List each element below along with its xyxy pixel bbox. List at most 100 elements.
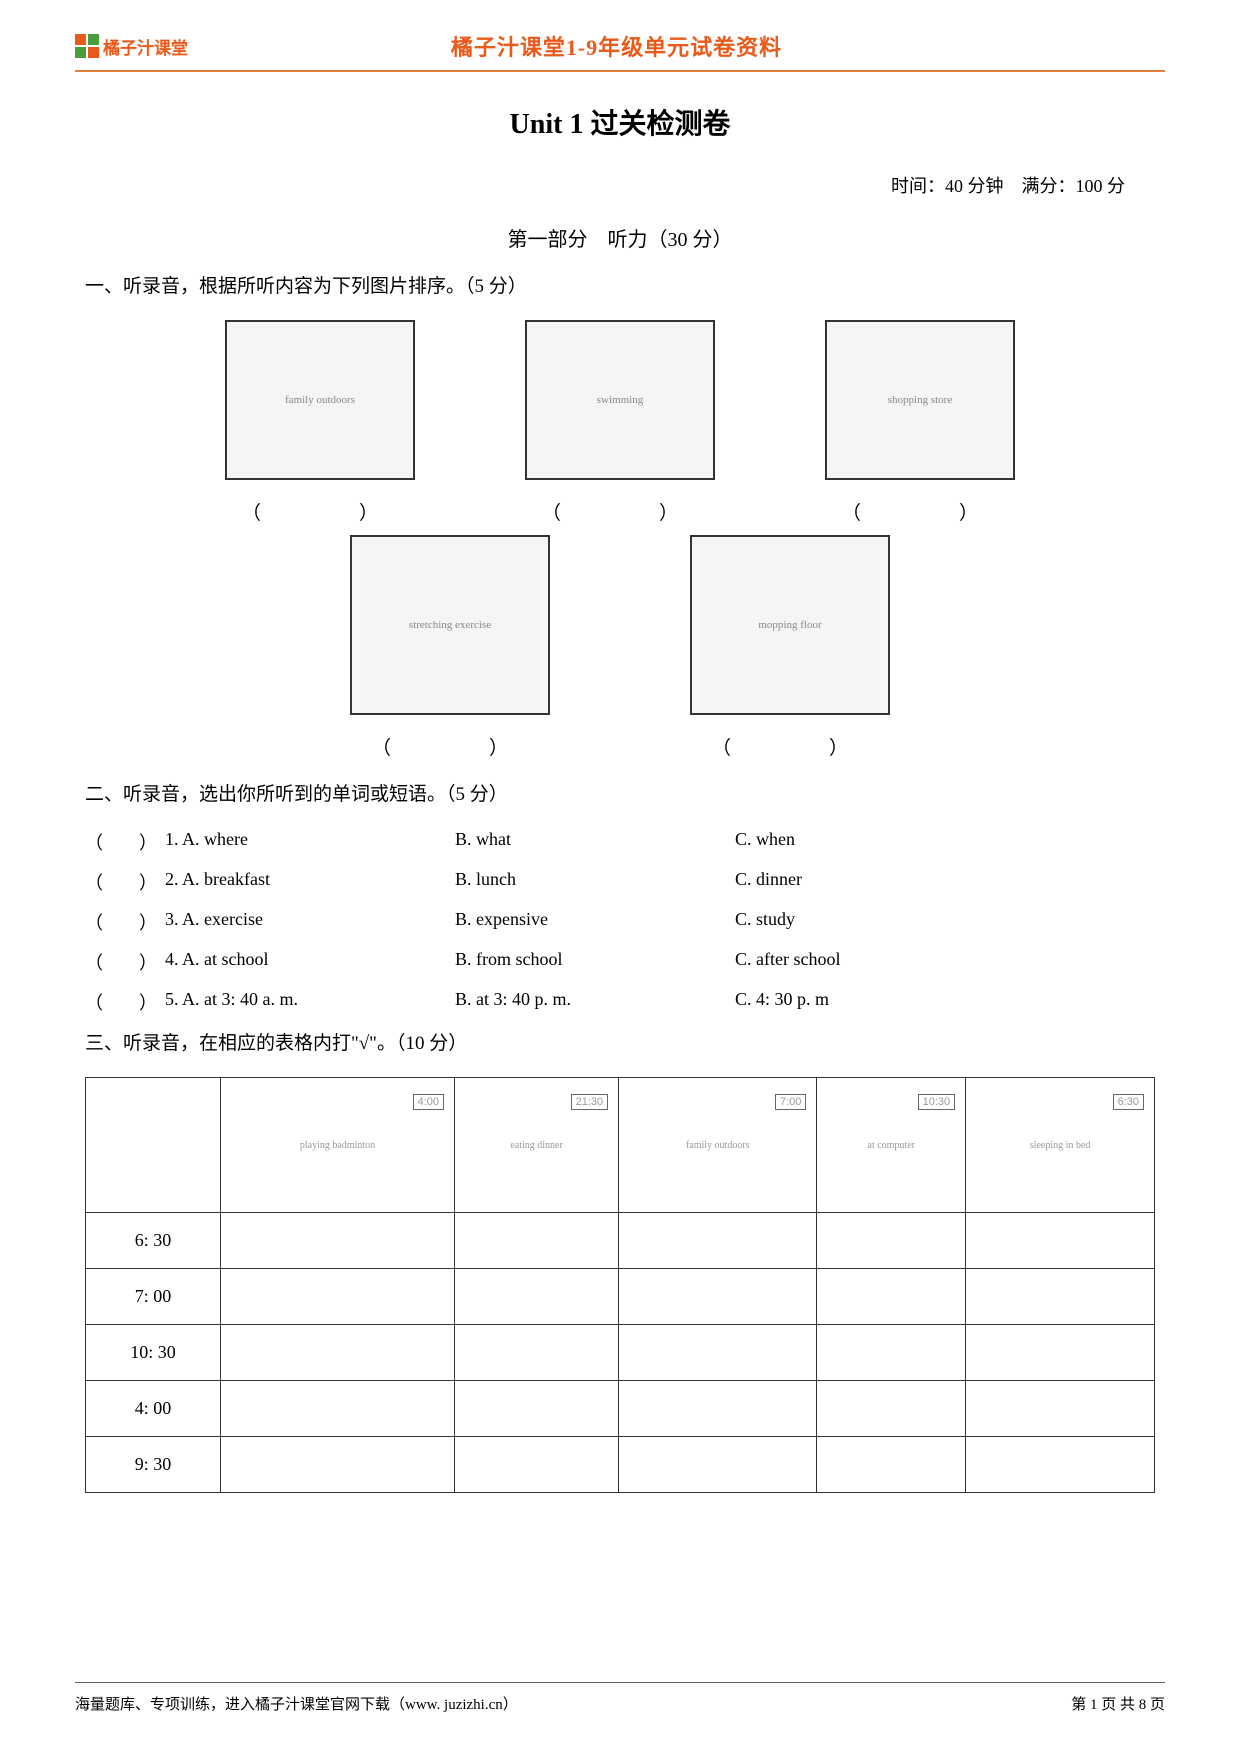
image-cell: stretching exercise （ ） — [350, 535, 550, 760]
image-row-2: stretching exercise （ ） mopping floor （ … — [85, 535, 1155, 760]
table-row: 4: 00 — [86, 1381, 1155, 1437]
table-header-cell: 21:30eating dinner — [455, 1078, 619, 1213]
table-header-cell: 4:00playing badminton — [221, 1078, 455, 1213]
check-cell[interactable] — [817, 1269, 966, 1325]
footer: 海量题库、专项训练，进入橘子汁课堂官网下载（www. juzizhi.cn） 第… — [75, 1682, 1165, 1714]
option-c: C. study — [735, 909, 1155, 935]
check-cell[interactable] — [619, 1213, 817, 1269]
section1-title: 一、听录音，根据所听内容为下列图片排序。（5 分） — [85, 272, 1155, 302]
table-row: 7: 00 — [86, 1269, 1155, 1325]
option-c: C. when — [735, 829, 1155, 855]
option-c: C. after school — [735, 949, 1155, 975]
time-cell: 10: 30 — [86, 1325, 221, 1381]
footer-left: 海量题库、专项训练，进入橘子汁课堂官网下载（www. juzizhi.cn） — [75, 1693, 518, 1714]
check-cell[interactable] — [455, 1381, 619, 1437]
table-row: 6: 30 — [86, 1213, 1155, 1269]
check-cell[interactable] — [817, 1213, 966, 1269]
image-swimming: swimming — [525, 320, 715, 480]
option-b: B. at 3: 40 p. m. — [455, 989, 735, 1015]
image-cell: swimming （ ） — [525, 320, 715, 525]
question-row: （ ）4. A. at schoolB. from schoolC. after… — [85, 949, 1155, 975]
info-line: 时间：40 分钟 满分：100 分 — [75, 172, 1165, 198]
page-header: 橘子汁课堂 橘子汁课堂1-9年级单元试卷资料 — [75, 30, 1165, 72]
image-cell: shopping store （ ） — [825, 320, 1015, 525]
option-a: 3. A. exercise — [165, 909, 455, 935]
check-cell[interactable] — [455, 1437, 619, 1493]
logo-text: 橘子汁课堂 — [103, 34, 188, 59]
image-mopping: mopping floor — [690, 535, 890, 715]
option-a: 4. A. at school — [165, 949, 455, 975]
schedule-table: 4:00playing badminton 21:30eating dinner… — [85, 1077, 1155, 1493]
image-shopping: shopping store — [825, 320, 1015, 480]
check-cell[interactable] — [619, 1269, 817, 1325]
check-cell[interactable] — [455, 1269, 619, 1325]
answer-blank[interactable]: （ ） — [85, 949, 165, 975]
check-cell[interactable] — [817, 1381, 966, 1437]
check-cell[interactable] — [221, 1269, 455, 1325]
answer-blank[interactable]: （ ） — [85, 989, 165, 1015]
check-cell[interactable] — [966, 1269, 1155, 1325]
check-cell[interactable] — [455, 1213, 619, 1269]
header-title: 橘子汁课堂1-9年级单元试卷资料 — [188, 30, 1045, 62]
section3-title: 三、听录音，在相应的表格内打"√"。（10 分） — [85, 1029, 1155, 1059]
time-cell: 4: 00 — [86, 1381, 221, 1437]
answer-blank[interactable]: （ ） — [85, 869, 165, 895]
option-b: B. expensive — [455, 909, 735, 935]
time-cell: 7: 00 — [86, 1269, 221, 1325]
check-cell[interactable] — [966, 1437, 1155, 1493]
logo: 橘子汁课堂 — [75, 34, 188, 59]
check-cell[interactable] — [817, 1325, 966, 1381]
check-cell[interactable] — [619, 1437, 817, 1493]
part-title: 第一部分 听力（30 分） — [75, 223, 1165, 252]
image-stretching: stretching exercise — [350, 535, 550, 715]
question-row: （ ）5. A. at 3: 40 a. m.B. at 3: 40 p. m.… — [85, 989, 1155, 1015]
answer-blank[interactable]: （ ） — [350, 733, 550, 760]
answer-blank[interactable]: （ ） — [85, 909, 165, 935]
option-b: B. from school — [455, 949, 735, 975]
section2-title: 二、听录音，选出你所听到的单词或短语。（5 分） — [85, 780, 1155, 810]
check-cell[interactable] — [221, 1213, 455, 1269]
footer-right: 第 1 页 共 8 页 — [1071, 1693, 1165, 1714]
check-cell[interactable] — [221, 1437, 455, 1493]
answer-blank[interactable]: （ ） — [825, 498, 1015, 525]
option-b: B. what — [455, 829, 735, 855]
check-cell[interactable] — [221, 1325, 455, 1381]
option-a: 2. A. breakfast — [165, 869, 455, 895]
option-a: 5. A. at 3: 40 a. m. — [165, 989, 455, 1015]
check-cell[interactable] — [966, 1213, 1155, 1269]
check-cell[interactable] — [966, 1325, 1155, 1381]
check-cell[interactable] — [817, 1437, 966, 1493]
check-cell[interactable] — [619, 1381, 817, 1437]
question-row: （ ）2. A. breakfastB. lunchC. dinner — [85, 869, 1155, 895]
time-cell: 6: 30 — [86, 1213, 221, 1269]
answer-blank[interactable]: （ ） — [85, 829, 165, 855]
image-cell: mopping floor （ ） — [690, 535, 890, 760]
table-header-cell: 10:30at computer — [817, 1078, 966, 1213]
option-c: C. dinner — [735, 869, 1155, 895]
check-cell[interactable] — [221, 1381, 455, 1437]
option-c: C. 4: 30 p. m — [735, 989, 1155, 1015]
answer-blank[interactable]: （ ） — [225, 498, 415, 525]
table-row: 9: 30 — [86, 1437, 1155, 1493]
table-header-cell: 7:00family outdoors — [619, 1078, 817, 1213]
option-a: 1. A. where — [165, 829, 455, 855]
answer-blank[interactable]: （ ） — [525, 498, 715, 525]
logo-icon — [75, 34, 99, 58]
table-header-empty — [86, 1078, 221, 1213]
image-row-1: family outdoors （ ） swimming （ ） shoppin… — [85, 320, 1155, 525]
table-header-row: 4:00playing badminton 21:30eating dinner… — [86, 1078, 1155, 1213]
answer-blank[interactable]: （ ） — [690, 733, 890, 760]
question-row: （ ）3. A. exerciseB. expensiveC. study — [85, 909, 1155, 935]
main-title: Unit 1 过关检测卷 — [75, 102, 1165, 142]
table-header-cell: 6:30sleeping in bed — [966, 1078, 1155, 1213]
image-family: family outdoors — [225, 320, 415, 480]
check-cell[interactable] — [966, 1381, 1155, 1437]
table-row: 10: 30 — [86, 1325, 1155, 1381]
image-cell: family outdoors （ ） — [225, 320, 415, 525]
check-cell[interactable] — [619, 1325, 817, 1381]
questions-container: （ ）1. A. whereB. whatC. when（ ）2. A. bre… — [85, 829, 1155, 1015]
check-cell[interactable] — [455, 1325, 619, 1381]
option-b: B. lunch — [455, 869, 735, 895]
question-row: （ ）1. A. whereB. whatC. when — [85, 829, 1155, 855]
time-cell: 9: 30 — [86, 1437, 221, 1493]
